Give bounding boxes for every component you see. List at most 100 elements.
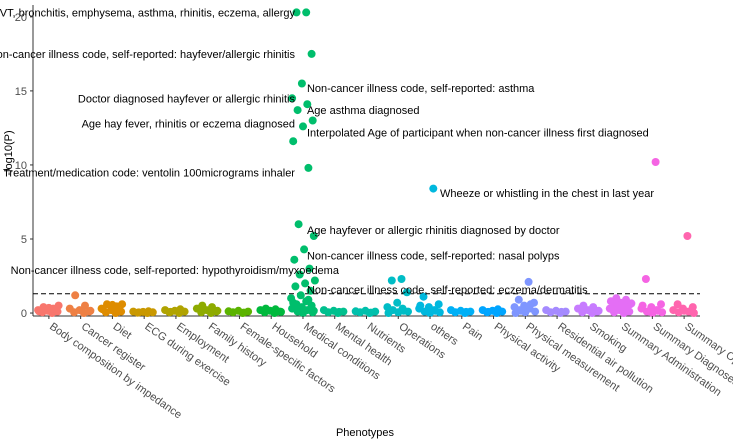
data-point	[526, 300, 535, 309]
data-point	[54, 301, 63, 310]
data-point	[657, 300, 665, 309]
data-point	[296, 291, 305, 300]
data-point	[299, 122, 307, 131]
data-point	[288, 94, 297, 103]
y-axis: 0 5 10 15 20	[15, 12, 33, 320]
data-point	[291, 282, 300, 291]
annotation-label: Non-cancer illness code, self-reported: …	[307, 83, 535, 95]
data-point	[387, 276, 396, 285]
data-point	[297, 79, 306, 88]
data-point	[393, 298, 402, 307]
data-point	[224, 307, 233, 316]
data-point	[118, 300, 127, 309]
data-point	[594, 306, 603, 315]
data-point	[302, 8, 311, 17]
x-tick-label: Diet	[111, 321, 134, 342]
annotation-label: Doctor diagnosed hayfever or allergic rh…	[78, 93, 296, 105]
data-point	[607, 305, 616, 314]
y-axis-title: -log10(P)	[3, 130, 15, 175]
data-point	[638, 301, 647, 310]
data-point	[402, 288, 411, 297]
data-point	[166, 307, 175, 316]
data-point	[134, 308, 143, 317]
data-point	[627, 299, 636, 308]
data-point	[294, 220, 303, 229]
data-point	[108, 300, 117, 309]
data-point	[308, 116, 317, 125]
data-point	[290, 255, 299, 264]
data-point	[689, 309, 698, 317]
data-point	[493, 305, 502, 314]
data-point	[384, 309, 393, 317]
annotation-label: Blood clot, DVT, bronchitis, emphysema, …	[0, 7, 295, 19]
data-point	[306, 286, 315, 295]
data-point	[117, 307, 126, 316]
data-point	[416, 301, 425, 310]
data-point	[144, 307, 153, 316]
data-point	[351, 307, 360, 316]
annotation-label: Age hayfever or allergic rhinitis diagno…	[307, 225, 560, 237]
data-point	[86, 306, 95, 315]
data-point	[304, 295, 313, 304]
data-point	[557, 307, 566, 316]
data-point	[71, 291, 80, 300]
data-point	[293, 106, 302, 115]
annotation-label: Interpolated Age of participant when non…	[307, 127, 649, 139]
x-axis-title: Phenotypes	[336, 427, 395, 439]
data-point	[419, 292, 428, 301]
data-point	[653, 306, 662, 315]
data-point	[81, 301, 89, 310]
annotation-label: Age asthma diagnosed	[307, 105, 420, 117]
data-point	[462, 307, 471, 316]
data-point	[35, 307, 44, 316]
data-point	[304, 163, 313, 172]
data-point	[300, 245, 309, 254]
data-point	[65, 304, 74, 313]
data-point	[366, 308, 375, 317]
annotation-label: Wheeze or whistling in the chest in last…	[440, 188, 654, 200]
data-point	[310, 276, 319, 285]
data-point	[651, 158, 660, 166]
data-point	[309, 306, 318, 315]
data-point	[399, 306, 408, 315]
annotation-label: Non-cancer illness code, self-reported: …	[0, 49, 295, 61]
data-point	[617, 302, 626, 311]
annotation-label: Non-cancer illness code, self-reported: …	[307, 250, 560, 262]
data-point	[484, 307, 493, 316]
data-point	[75, 306, 84, 315]
data-point	[305, 264, 314, 273]
data-point	[517, 306, 525, 315]
data-point	[641, 275, 650, 283]
y-tick-label: 10	[15, 160, 27, 172]
data-point	[303, 100, 312, 109]
data-point	[434, 300, 443, 309]
data-point	[683, 232, 692, 240]
y-tick-label: 5	[21, 234, 27, 246]
data-point	[301, 279, 310, 288]
data-point	[239, 308, 248, 317]
data-point	[319, 306, 328, 315]
x-tick-label: Pain	[460, 321, 485, 343]
data-point	[261, 304, 270, 313]
data-point	[198, 301, 207, 310]
data-point	[213, 306, 222, 315]
data-point	[295, 270, 304, 279]
annotation-label: Non-cancer illness code, self-reported: …	[11, 265, 340, 277]
data-point	[429, 184, 438, 193]
data-point	[98, 305, 107, 314]
data-point	[514, 295, 523, 304]
data-point	[431, 306, 440, 315]
data-point	[612, 294, 621, 303]
data-point	[579, 301, 588, 310]
data-point	[397, 275, 406, 283]
y-tick-label: 20	[15, 12, 27, 24]
y-tick-label: 15	[15, 86, 27, 98]
data-point	[531, 307, 540, 316]
y-tick-label: 0	[21, 308, 27, 320]
annotation-label: Age hay fever, rhinitis or eczema diagno…	[82, 118, 295, 130]
data-point	[673, 300, 682, 309]
data-point	[542, 306, 551, 315]
data-point	[289, 298, 298, 307]
